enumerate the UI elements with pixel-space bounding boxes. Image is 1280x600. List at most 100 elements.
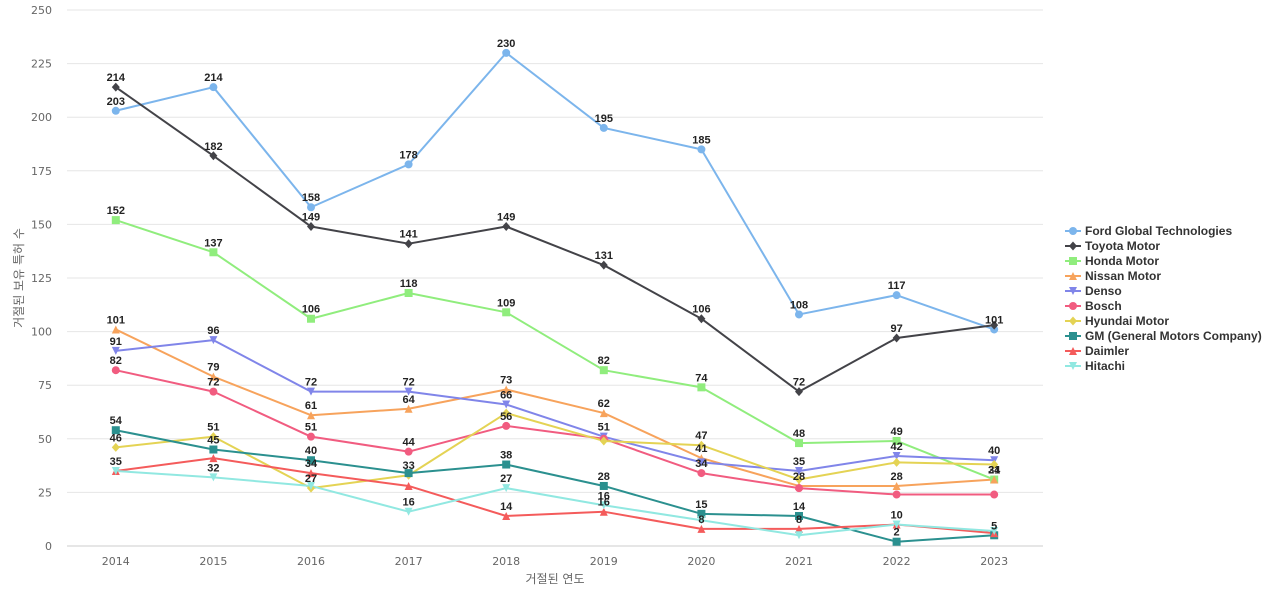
legend-item[interactable]: Denso [1065, 284, 1122, 298]
data-point [502, 460, 511, 469]
data-label: 178 [399, 149, 417, 161]
data-label: 35 [793, 456, 805, 468]
data-label: 28 [890, 471, 902, 483]
data-label: 32 [207, 462, 219, 474]
y-tick-label: 125 [31, 272, 52, 285]
x-axis-title: 거절된 연도 [525, 572, 584, 586]
data-label: 101 [107, 314, 125, 326]
legend-item[interactable]: GM (General Motors Company) [1065, 329, 1262, 343]
legend-item[interactable]: Honda Motor [1065, 254, 1159, 268]
data-label: 56 [500, 411, 512, 423]
data-label: 31 [988, 465, 1000, 477]
data-point [307, 222, 315, 232]
data-label: 72 [793, 377, 805, 389]
data-point [892, 490, 901, 499]
data-label: 214 [204, 72, 223, 84]
x-axis-ticks: 2014 2015 2016 2017 2018 2019 2020 2021 2022 2023 [102, 555, 1008, 568]
data-point [502, 511, 511, 520]
data-point [599, 436, 608, 446]
data-point [892, 333, 901, 343]
data-label: 51 [305, 422, 317, 434]
data-point [795, 511, 803, 520]
data-label: 137 [204, 237, 222, 249]
data-point [795, 466, 803, 475]
series-line [115, 469, 995, 537]
series-line [115, 412, 995, 490]
data-point [209, 473, 218, 482]
data-label: 8 [796, 514, 802, 526]
data-point [209, 372, 218, 381]
data-label: 28 [598, 471, 610, 483]
data-label: 14 [500, 501, 513, 513]
data-label: 45 [207, 435, 219, 447]
data-point [599, 123, 608, 132]
data-point [990, 526, 999, 535]
data-label: 82 [598, 355, 610, 367]
series-line [115, 429, 995, 543]
data-label: 54 [110, 415, 123, 427]
legend-marker [1069, 241, 1077, 251]
x-tick-label: 2019 [590, 555, 618, 568]
gridlines [67, 9, 1043, 547]
data-label: 66 [500, 389, 512, 401]
legend-item[interactable]: Hyundai Motor [1065, 314, 1169, 328]
data-point [404, 387, 413, 396]
data-label: 182 [204, 141, 222, 153]
data-point [404, 404, 413, 413]
legend-item[interactable]: Nissan Motor [1065, 269, 1161, 283]
data-point [599, 409, 608, 418]
data-label: 230 [497, 38, 515, 50]
series-line [115, 339, 995, 472]
legend-label: Honda Motor [1085, 254, 1159, 268]
legend-marker [1069, 257, 1077, 265]
legend-item[interactable]: Daimler [1065, 344, 1129, 358]
data-point [404, 447, 413, 456]
data-label: 195 [595, 113, 613, 125]
data-point [404, 481, 413, 490]
data-point [502, 385, 511, 394]
data-label: 40 [305, 445, 317, 457]
data-label: 61 [305, 400, 317, 412]
data-point [209, 387, 218, 396]
data-point [307, 481, 315, 490]
data-point [892, 436, 901, 445]
data-label: 74 [695, 372, 708, 384]
data-point [892, 520, 901, 529]
legend-label: Ford Global Technologies [1085, 224, 1232, 238]
data-point [990, 320, 999, 330]
legend-marker [1069, 362, 1077, 370]
y-axis-title: 거절된 보유 특허 수 [12, 228, 26, 328]
data-label: 27 [500, 473, 512, 485]
data-labels: 2032141581782301951851081171012141821491… [107, 38, 1004, 539]
legend-item[interactable]: Ford Global Technologies [1065, 224, 1232, 238]
data-label: 14 [793, 501, 806, 513]
data-label: 203 [107, 96, 125, 108]
data-point [502, 48, 511, 57]
data-point [209, 336, 218, 345]
x-tick-label: 2014 [102, 555, 130, 568]
y-tick-label: 175 [31, 165, 52, 178]
data-point [111, 366, 120, 375]
legend-item[interactable]: Bosch [1065, 299, 1122, 313]
legend-item[interactable]: Toyota Motor [1065, 239, 1160, 253]
y-tick-label: 200 [31, 111, 52, 124]
data-point [599, 366, 608, 375]
data-label: 33 [402, 460, 414, 472]
y-tick-label: 25 [38, 486, 52, 499]
data-point [111, 106, 120, 115]
data-label: 96 [207, 325, 219, 337]
data-label: 48 [793, 428, 805, 440]
data-point [209, 432, 218, 442]
series-lines [115, 51, 995, 543]
data-point [111, 346, 120, 355]
data-label: 44 [402, 437, 415, 449]
series-markers [111, 48, 999, 546]
legend-marker [1069, 347, 1077, 355]
data-point [795, 387, 803, 397]
legend-item[interactable]: Hitachi [1065, 359, 1125, 373]
x-tick-label: 2020 [687, 555, 715, 568]
data-point [697, 516, 706, 525]
